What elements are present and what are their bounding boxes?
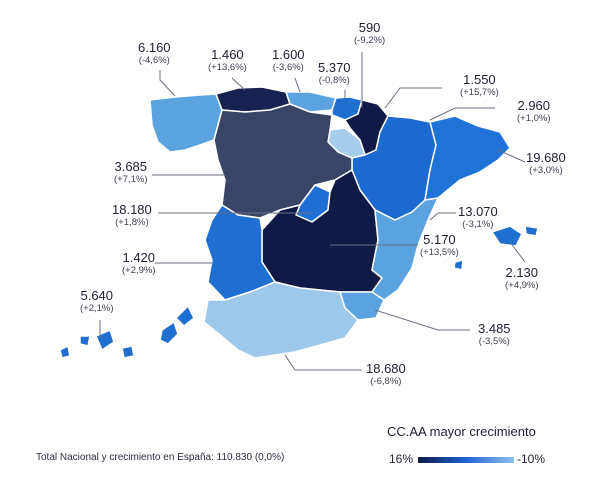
label-galicia-change: (-4,6%) bbox=[138, 54, 170, 66]
region-canarias-1 bbox=[59, 345, 71, 359]
label-la-rioja: 1.550 (+15,7%) bbox=[460, 72, 499, 99]
label-murcia: 3.485 (-3,5%) bbox=[478, 321, 511, 348]
region-valencia bbox=[371, 197, 439, 301]
region-baleares-menorca bbox=[524, 225, 539, 237]
label-cantabria-change: (-3,6%) bbox=[272, 61, 304, 73]
label-cantabria-value: 1.600 bbox=[272, 47, 305, 62]
region-canarias-3 bbox=[95, 329, 115, 351]
legend-min-label: 16% bbox=[389, 452, 414, 466]
label-extremadura: 1.420 (+2,9%) bbox=[122, 250, 156, 277]
region-canarias-2 bbox=[79, 335, 91, 347]
label-canarias-value: 5.640 bbox=[80, 288, 114, 303]
total-national-text: Total Nacional y crecimiento en España: … bbox=[36, 452, 285, 463]
label-cataluna-value: 19.680 bbox=[526, 150, 566, 165]
label-cantabria: 1.600 (-3,6%) bbox=[272, 47, 305, 74]
leader-lines bbox=[99, 52, 526, 371]
label-cataluna-change: (+3,0%) bbox=[529, 164, 563, 176]
label-asturias-change: (+13,6%) bbox=[208, 61, 247, 73]
label-andalucia-change: (-6,8%) bbox=[370, 375, 402, 387]
region-galicia bbox=[149, 93, 223, 153]
label-murcia-change: (-3,5%) bbox=[478, 335, 510, 347]
label-valencia-value: 13.070 bbox=[458, 204, 498, 219]
label-pais-vasco-change: (-0,8%) bbox=[318, 74, 350, 86]
label-pais-vasco: 5.370 (-0,8%) bbox=[318, 60, 351, 87]
label-castilla-leon-change: (+7,1%) bbox=[114, 173, 148, 185]
label-andalucia-value: 18.680 bbox=[366, 361, 406, 376]
label-madrid-change: (+1,8%) bbox=[115, 216, 149, 228]
label-extremadura-value: 1.420 bbox=[122, 250, 156, 265]
label-navarra: 590 (-9,2%) bbox=[354, 20, 386, 47]
label-valencia: 13.070 (-3,1%) bbox=[458, 204, 498, 231]
label-extremadura-change: (+2,9%) bbox=[122, 264, 156, 276]
label-aragon: 2.960 (+1,0%) bbox=[517, 98, 551, 125]
label-madrid: 18.180 (+1,8%) bbox=[112, 202, 152, 229]
label-asturias-value: 1.460 bbox=[211, 47, 244, 62]
label-madrid-value: 18.180 bbox=[112, 202, 152, 217]
label-navarra-value: 590 bbox=[358, 20, 381, 35]
label-baleares: 2.130 (+4,9%) bbox=[505, 265, 539, 292]
label-aragon-value: 2.960 bbox=[517, 98, 551, 113]
label-asturias: 1.460 (+13,6%) bbox=[208, 47, 247, 74]
label-galicia-value: 6.160 bbox=[138, 40, 171, 55]
label-navarra-change: (-9,2%) bbox=[354, 34, 386, 46]
label-canarias: 5.640 (+2,1%) bbox=[80, 288, 114, 315]
label-castilla-la-mancha-value: 5.170 bbox=[423, 232, 456, 247]
label-valencia-change: (-3,1%) bbox=[462, 218, 494, 230]
region-canarias-5 bbox=[159, 321, 179, 345]
region-andalucia bbox=[203, 281, 359, 359]
label-murcia-value: 3.485 bbox=[478, 321, 511, 336]
region-canarias-4 bbox=[121, 345, 135, 359]
label-baleares-change: (+4,9%) bbox=[505, 279, 539, 291]
label-la-rioja-change: (+15,7%) bbox=[460, 86, 499, 98]
legend-title: CC.AA mayor crecimiento bbox=[387, 424, 536, 439]
label-canarias-change: (+2,1%) bbox=[80, 302, 114, 314]
legend-gradient-bar bbox=[418, 457, 514, 463]
region-cataluna bbox=[424, 115, 511, 201]
legend-max-label: -10% bbox=[517, 452, 546, 466]
region-canarias-6 bbox=[175, 305, 195, 327]
label-aragon-change: (+1,0%) bbox=[517, 112, 551, 124]
region-baleares bbox=[491, 225, 523, 247]
label-pais-vasco-value: 5.370 bbox=[318, 60, 351, 75]
label-baleares-value: 2.130 bbox=[505, 265, 539, 280]
label-castilla-la-mancha: 5.170 (+13,5%) bbox=[420, 232, 459, 259]
label-castilla-leon-value: 3.685 bbox=[114, 159, 148, 174]
label-la-rioja-value: 1.550 bbox=[463, 72, 496, 87]
label-cataluna: 19.680 (+3,0%) bbox=[526, 150, 566, 177]
label-andalucia: 18.680 (-6,8%) bbox=[366, 361, 406, 388]
label-castilla-leon: 3.685 (+7,1%) bbox=[114, 159, 148, 186]
label-castilla-la-mancha-change: (+13,5%) bbox=[420, 246, 459, 258]
region-baleares-ibiza bbox=[453, 259, 464, 271]
label-galicia: 6.160 (-4,6%) bbox=[138, 40, 171, 67]
